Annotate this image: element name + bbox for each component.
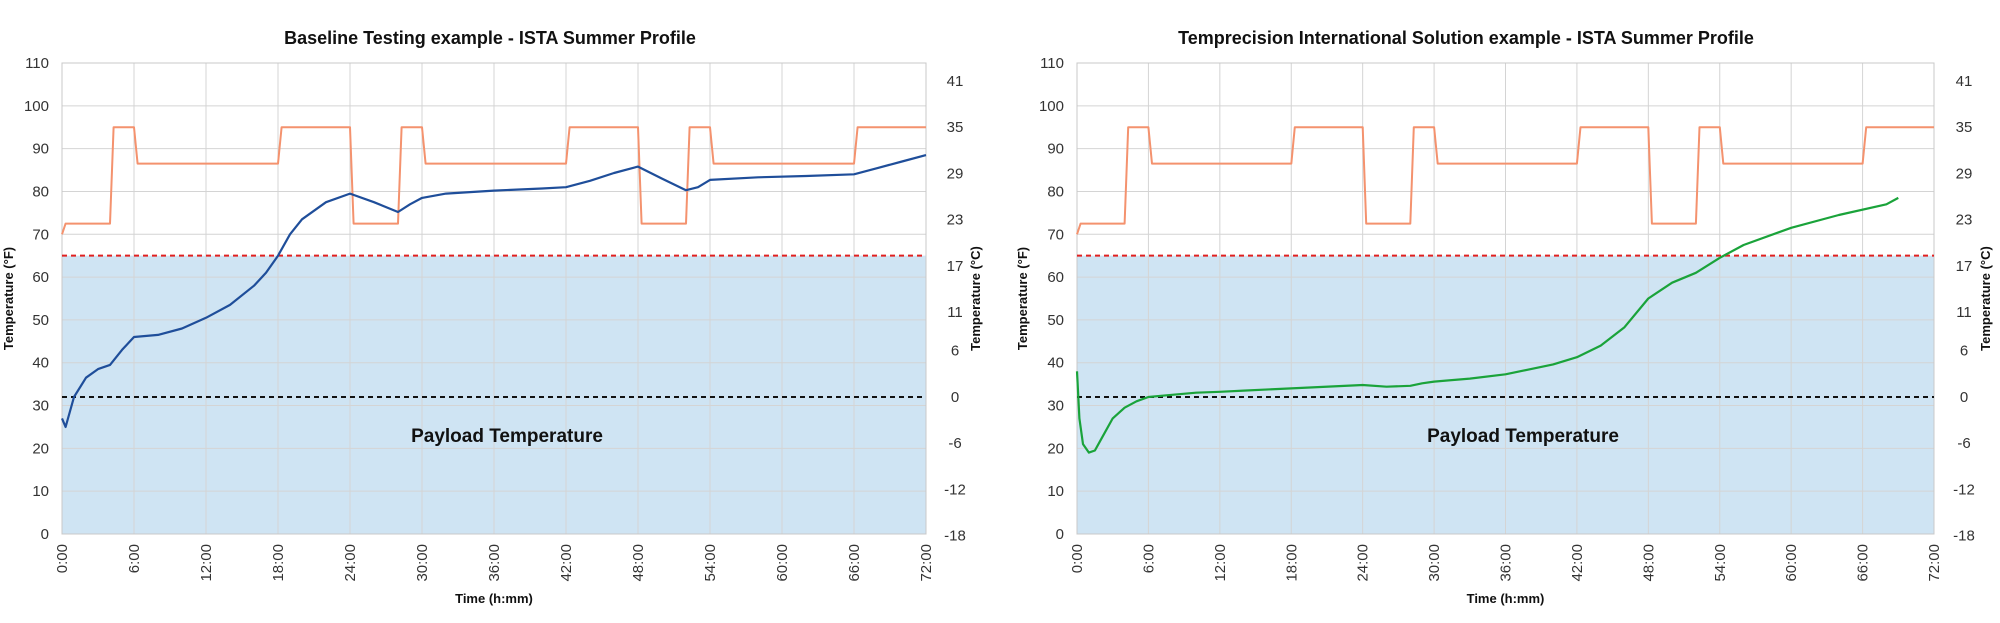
y-tick-label: 50: [32, 312, 49, 329]
y2-tick-label: 17: [1956, 258, 1973, 275]
payload-temperature-line: [1075, 196, 1899, 454]
y-tick-label: 70: [32, 226, 49, 243]
x-tick-label: 6:00: [126, 544, 143, 573]
temprecision-solution-chart: Temprecision International Solution exam…: [1015, 28, 1993, 606]
y-tick-label: 100: [1039, 98, 1064, 115]
y2-tick-label: 29: [1956, 165, 1973, 182]
y-tick-label: 80: [1047, 183, 1064, 200]
y2-tick-label: -18: [944, 528, 966, 545]
y-tick-label: 70: [1047, 226, 1064, 243]
y-axis-label: Temperature (°F): [1, 247, 16, 350]
y-tick-label: 50: [1047, 312, 1064, 329]
y-tick-label: 0: [41, 526, 49, 543]
x-tick-label: 18:00: [270, 544, 287, 582]
x-tick-label: 6:00: [1140, 544, 1157, 573]
y-tick-label: 60: [1047, 269, 1064, 286]
y-tick-label: 110: [25, 55, 49, 72]
x-tick-label: 48:00: [1640, 544, 1657, 582]
x-tick-label: 72:00: [1926, 544, 1943, 582]
x-tick-label: 42:00: [1569, 544, 1586, 582]
y2-tick-label: -12: [944, 481, 966, 498]
y2-tick-label: 35: [947, 119, 964, 136]
x-tick-label: 54:00: [1712, 544, 1729, 582]
y-tick-label: 100: [24, 98, 49, 115]
y2-tick-label: 17: [947, 258, 964, 275]
x-tick-label: 24:00: [1355, 544, 1372, 582]
y2-tick-label: -6: [1957, 435, 1970, 452]
y2-tick-label: 0: [1960, 389, 1968, 406]
payload-zone-label: Payload Temperature: [1427, 426, 1619, 447]
x-tick-label: 42:00: [558, 544, 575, 582]
y2-tick-label: 41: [947, 73, 964, 90]
x-tick-label: 60:00: [774, 544, 791, 582]
y2-tick-label: 23: [947, 212, 964, 229]
y-tick-label: 30: [1047, 398, 1064, 415]
x-tick-label: 30:00: [1426, 544, 1443, 582]
x-tick-label: 24:00: [342, 544, 359, 582]
payload-zone-label: Payload Temperature: [411, 426, 603, 447]
y-tick-label: 110: [1040, 55, 1064, 72]
x-tick-label: 66:00: [846, 544, 863, 582]
ambient-temperature-line: [61, 126, 926, 235]
y2-tick-label: 11: [1956, 304, 1972, 321]
x-tick-label: 12:00: [198, 544, 215, 582]
y-tick-label: 90: [1047, 141, 1064, 158]
ambient-temperature-line: [1076, 126, 1934, 235]
y-tick-label: 40: [32, 355, 49, 372]
y2-tick-label: -12: [1953, 481, 1975, 498]
x-tick-label: 66:00: [1855, 544, 1872, 582]
x-tick-label: 48:00: [630, 544, 647, 582]
y2-tick-label: 29: [947, 165, 964, 182]
plot-frame: [1076, 62, 1935, 535]
y2-axis-label: Temperature (°C): [1978, 246, 1993, 351]
y2-tick-label: 35: [1956, 119, 1973, 136]
y-tick-label: 20: [1047, 440, 1064, 457]
y-tick-label: 60: [32, 269, 49, 286]
x-axis-label: Time (h:mm): [455, 591, 533, 606]
y2-tick-label: 0: [951, 389, 959, 406]
x-axis-label: Time (h:mm): [1467, 591, 1545, 606]
x-tick-label: 12:00: [1212, 544, 1229, 582]
y-axis-label: Temperature (°F): [1015, 247, 1030, 350]
y-tick-label: 10: [1047, 483, 1064, 500]
x-tick-label: 36:00: [1498, 544, 1515, 582]
x-tick-label: 54:00: [702, 544, 719, 582]
payload-temperature-line: [60, 154, 927, 429]
y-tick-label: 80: [32, 183, 49, 200]
x-tick-label: 60:00: [1783, 544, 1800, 582]
y-tick-label: 30: [32, 398, 49, 415]
y2-tick-label: 11: [947, 304, 963, 321]
y2-tick-label: 6: [951, 343, 959, 360]
x-tick-label: 18:00: [1283, 544, 1300, 582]
y-tick-label: 20: [32, 440, 49, 457]
chart-title: Temprecision International Solution exam…: [1178, 28, 1754, 48]
y-tick-label: 40: [1047, 355, 1064, 372]
y2-tick-label: -6: [948, 435, 961, 452]
y2-axis-label: Temperature (°C): [968, 246, 983, 351]
x-tick-label: 30:00: [414, 544, 431, 582]
x-tick-label: 36:00: [486, 544, 503, 582]
y2-tick-label: -18: [1953, 528, 1975, 545]
x-tick-label: 0:00: [54, 544, 71, 573]
y-tick-label: 10: [32, 483, 49, 500]
y2-tick-label: 41: [1956, 73, 1973, 90]
y-tick-label: 90: [32, 141, 49, 158]
baseline-testing-chart: Baseline Testing example - ISTA Summer P…: [1, 28, 983, 606]
y2-tick-label: 6: [1960, 343, 1968, 360]
plot-frame: [61, 62, 927, 535]
y2-tick-label: 23: [1956, 212, 1973, 229]
x-tick-label: 0:00: [1069, 544, 1086, 573]
chart-title: Baseline Testing example - ISTA Summer P…: [284, 28, 696, 48]
y-tick-label: 0: [1056, 526, 1064, 543]
x-tick-label: 72:00: [918, 544, 935, 582]
